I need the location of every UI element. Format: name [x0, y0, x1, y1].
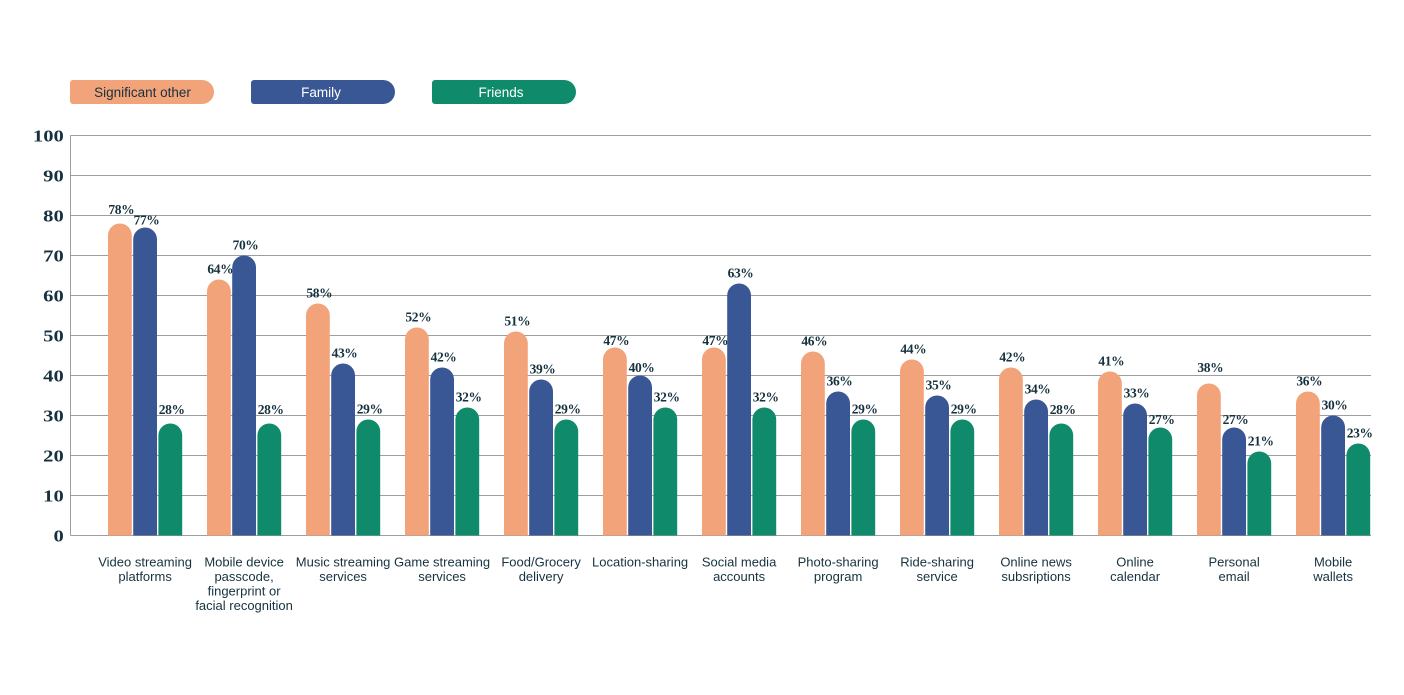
svg-text:23%: 23% — [1347, 426, 1373, 441]
svg-text:program: program — [814, 569, 862, 584]
svg-text:42%: 42% — [431, 350, 457, 365]
svg-text:51%: 51% — [504, 314, 530, 329]
svg-text:Video streaming: Video streaming — [98, 555, 192, 570]
svg-text:accounts: accounts — [713, 569, 766, 584]
svg-text:subsriptions: subsriptions — [1001, 569, 1071, 584]
svg-text:platforms: platforms — [118, 569, 172, 584]
svg-text:service: service — [917, 569, 958, 584]
svg-text:20: 20 — [43, 446, 64, 465]
svg-text:78%: 78% — [108, 202, 134, 217]
svg-text:29%: 29% — [852, 402, 878, 417]
svg-text:44%: 44% — [900, 342, 926, 357]
svg-text:Mobile device: Mobile device — [204, 555, 284, 570]
svg-text:43%: 43% — [332, 346, 358, 361]
svg-text:90: 90 — [43, 166, 64, 185]
svg-text:calendar: calendar — [1110, 569, 1161, 584]
svg-text:Family: Family — [301, 85, 341, 100]
svg-text:30%: 30% — [1322, 398, 1348, 413]
svg-text:40: 40 — [43, 366, 64, 385]
svg-text:47%: 47% — [603, 333, 629, 348]
svg-text:46%: 46% — [801, 334, 827, 349]
svg-text:34%: 34% — [1025, 382, 1051, 397]
svg-text:30: 30 — [43, 406, 64, 425]
svg-text:21%: 21% — [1248, 434, 1274, 449]
svg-text:47%: 47% — [702, 333, 728, 348]
svg-text:28%: 28% — [258, 402, 284, 417]
svg-text:38%: 38% — [1197, 360, 1223, 375]
svg-text:Social media: Social media — [702, 555, 777, 570]
svg-text:52%: 52% — [405, 310, 431, 325]
svg-text:28%: 28% — [1050, 402, 1076, 417]
svg-text:Online news: Online news — [1000, 555, 1072, 570]
svg-text:wallets: wallets — [1312, 569, 1353, 584]
svg-text:36%: 36% — [827, 374, 853, 389]
svg-text:10: 10 — [43, 486, 64, 505]
svg-text:32%: 32% — [456, 390, 482, 405]
svg-text:0: 0 — [54, 526, 64, 545]
svg-text:services: services — [319, 569, 367, 584]
svg-text:35%: 35% — [926, 378, 952, 393]
svg-text:33%: 33% — [1124, 386, 1150, 401]
svg-text:63%: 63% — [728, 266, 754, 281]
svg-text:42%: 42% — [999, 350, 1025, 365]
svg-text:fingerprint or: fingerprint or — [208, 584, 282, 599]
svg-text:email: email — [1219, 569, 1250, 584]
svg-text:27%: 27% — [1223, 412, 1249, 427]
svg-text:Photo-sharing: Photo-sharing — [798, 555, 879, 570]
svg-text:29%: 29% — [555, 402, 581, 417]
svg-text:41%: 41% — [1098, 354, 1124, 369]
svg-text:27%: 27% — [1149, 412, 1175, 427]
svg-text:Game streaming: Game streaming — [394, 555, 490, 570]
svg-text:100: 100 — [33, 126, 64, 145]
svg-text:60: 60 — [43, 286, 64, 305]
svg-text:Music streaming: Music streaming — [296, 555, 391, 570]
svg-text:32%: 32% — [654, 390, 680, 405]
svg-text:Personal: Personal — [1208, 555, 1259, 570]
svg-text:29%: 29% — [951, 402, 977, 417]
svg-text:passcode,: passcode, — [214, 569, 273, 584]
svg-text:Mobile: Mobile — [1314, 555, 1352, 570]
svg-text:58%: 58% — [306, 286, 332, 301]
svg-text:77%: 77% — [134, 213, 160, 228]
svg-text:28%: 28% — [159, 402, 185, 417]
svg-text:36%: 36% — [1296, 374, 1322, 389]
svg-text:Friends: Friends — [478, 85, 523, 100]
svg-text:facial recognition: facial recognition — [195, 598, 293, 613]
svg-text:Food/Grocery: Food/Grocery — [501, 555, 581, 570]
svg-text:29%: 29% — [357, 402, 383, 417]
svg-text:delivery: delivery — [519, 569, 564, 584]
svg-text:40%: 40% — [629, 360, 655, 375]
svg-text:32%: 32% — [753, 390, 779, 405]
svg-text:services: services — [418, 569, 466, 584]
svg-text:Online: Online — [1116, 555, 1154, 570]
svg-text:Ride-sharing: Ride-sharing — [900, 555, 974, 570]
svg-text:80: 80 — [43, 206, 64, 225]
svg-text:Significant other: Significant other — [94, 85, 191, 100]
svg-text:64%: 64% — [207, 262, 233, 277]
svg-text:70: 70 — [43, 246, 64, 265]
svg-text:39%: 39% — [530, 362, 556, 377]
svg-text:50: 50 — [43, 326, 64, 345]
svg-text:Location-sharing: Location-sharing — [592, 555, 688, 570]
svg-text:70%: 70% — [233, 238, 259, 253]
